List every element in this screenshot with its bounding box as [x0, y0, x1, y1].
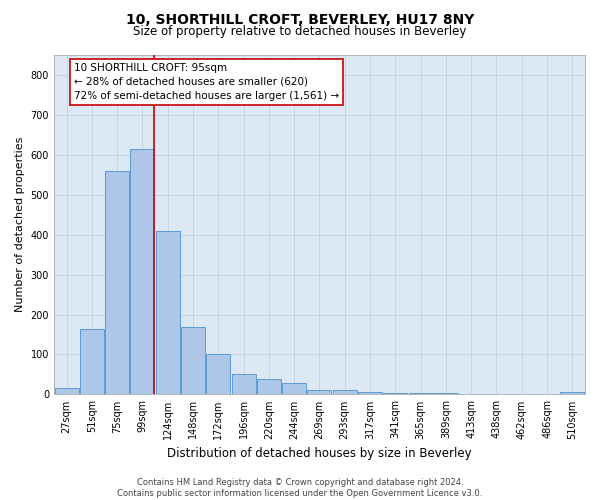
X-axis label: Distribution of detached houses by size in Beverley: Distribution of detached houses by size …	[167, 447, 472, 460]
Bar	[333, 390, 357, 394]
Bar	[232, 374, 256, 394]
Bar	[307, 390, 331, 394]
Text: 10 SHORTHILL CROFT: 95sqm
← 28% of detached houses are smaller (620)
72% of semi: 10 SHORTHILL CROFT: 95sqm ← 28% of detac…	[74, 63, 339, 101]
Bar	[358, 392, 382, 394]
Bar	[80, 328, 104, 394]
Bar	[383, 393, 407, 394]
Text: 10, SHORTHILL CROFT, BEVERLEY, HU17 8NY: 10, SHORTHILL CROFT, BEVERLEY, HU17 8NY	[126, 12, 474, 26]
Bar	[181, 326, 205, 394]
Bar	[434, 393, 458, 394]
Bar	[282, 383, 306, 394]
Bar	[409, 393, 433, 394]
Bar	[560, 392, 584, 394]
Bar	[257, 380, 281, 394]
Y-axis label: Number of detached properties: Number of detached properties	[15, 137, 25, 312]
Text: Size of property relative to detached houses in Beverley: Size of property relative to detached ho…	[133, 25, 467, 38]
Text: Contains HM Land Registry data © Crown copyright and database right 2024.
Contai: Contains HM Land Registry data © Crown c…	[118, 478, 482, 498]
Bar	[130, 149, 154, 394]
Bar	[206, 354, 230, 395]
Bar	[156, 230, 180, 394]
Bar	[105, 171, 129, 394]
Bar	[55, 388, 79, 394]
